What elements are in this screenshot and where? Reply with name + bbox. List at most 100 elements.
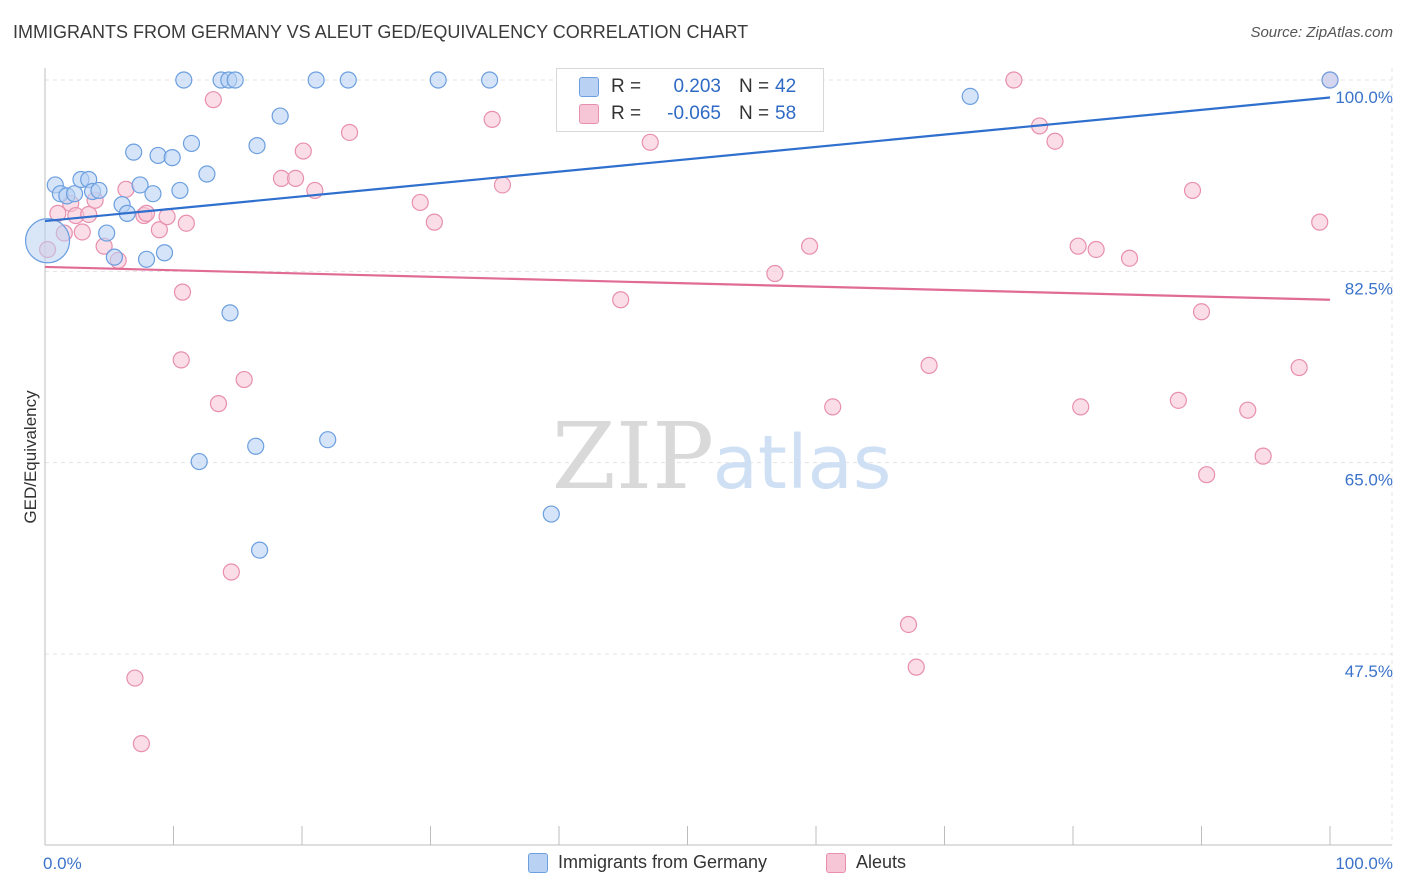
germany-point-27	[226, 71, 244, 89]
legend-row-germany: R = 0.203 N = 42	[579, 75, 796, 99]
watermark-zip: ZIP	[552, 403, 714, 510]
aleut-point-25	[286, 169, 305, 187]
germany-point-23	[190, 452, 208, 471]
germany-point-15	[137, 250, 156, 268]
trend-lines	[44, 96, 1331, 301]
germany-point-30	[247, 437, 265, 455]
r-label: R =	[611, 76, 642, 97]
aleut-point-18	[172, 351, 190, 369]
aleut-point-10	[117, 180, 135, 198]
y-axis-label: GED/Equivalency	[21, 390, 40, 524]
aleut-point-38	[824, 398, 842, 416]
aleut-point-5	[73, 223, 91, 241]
chart-title: IMMIGRANTS FROM GERMANY VS ALEUT GED/EQU…	[13, 22, 749, 42]
aleut-point-51	[1192, 303, 1211, 321]
y-tick-label-3: 47.5%	[1345, 662, 1393, 681]
bottom-legend-germany: Immigrants from Germany	[528, 852, 767, 873]
germany-point-28	[221, 304, 239, 322]
aleut-point-34	[641, 133, 659, 151]
bottom-legend-aleuts: Aleuts	[826, 852, 906, 873]
bottom-legend-swatch-pink	[826, 852, 846, 873]
n-label: N =	[739, 103, 770, 124]
aleut-point-30	[425, 213, 443, 231]
r-value-aleuts: -0.065	[667, 103, 721, 124]
germany-point-10	[105, 248, 123, 266]
germany-point-9	[98, 224, 116, 242]
aleut-point-31	[483, 110, 501, 128]
germany-point-38	[542, 505, 560, 523]
germany-point-37	[481, 71, 499, 89]
r-value-germany: 0.203	[673, 76, 721, 97]
aleut-point-13	[132, 735, 150, 753]
aleut-point-29	[411, 193, 429, 212]
tick-labels: 100.0% 82.5% 65.0% 47.5% 0.0% 100.0%	[43, 88, 1393, 873]
aleut-point-28	[340, 123, 359, 142]
r-label: R =	[611, 103, 642, 124]
n-label: N =	[739, 76, 770, 97]
germany-point-31	[250, 541, 269, 559]
germany-point-21	[175, 71, 193, 89]
germany-point-4	[65, 185, 84, 203]
legend-swatch-blue	[579, 77, 599, 97]
aleut-point-50	[1183, 181, 1202, 200]
y-tick-label-0: 100.0%	[1335, 88, 1393, 107]
germany-point-0	[24, 218, 71, 264]
aleut-point-6	[80, 205, 98, 224]
aleut-point-56	[1311, 213, 1329, 231]
germany-point-29	[248, 137, 266, 155]
aleut-point-39	[899, 615, 918, 634]
germany-trend-line	[44, 96, 1331, 223]
aleut-point-48	[1120, 249, 1139, 267]
aleut-point-42	[1005, 71, 1023, 89]
germany-point-18	[155, 244, 174, 262]
germany-point-22	[182, 134, 201, 153]
germany-point-16	[144, 185, 162, 203]
aleut-point-21	[209, 395, 228, 413]
germany-point-17	[149, 146, 167, 165]
n-value-germany: 42	[775, 76, 797, 97]
bottom-legend-swatch-blue	[528, 852, 548, 873]
aleut-point-16	[158, 208, 176, 226]
aleut-point-46	[1072, 398, 1090, 416]
legend-swatch-pink	[579, 104, 599, 124]
germany-point-36	[429, 71, 447, 89]
aleut-point-52	[1198, 466, 1216, 484]
chart-source: Source: ZipAtlas.com	[1250, 24, 1393, 41]
germany-point-8	[90, 181, 108, 200]
x-tick-label-0: 0.0%	[43, 854, 82, 873]
bottom-legend-label-germany: Immigrants from Germany	[558, 852, 768, 872]
stats-legend: R = 0.203 N = 42 R = -0.065 N = 58	[556, 68, 824, 132]
germany-point-40	[961, 87, 979, 106]
aleut-point-20	[204, 91, 222, 109]
watermark-atlas: atlas	[713, 420, 892, 506]
aleut-point-54	[1254, 447, 1272, 465]
aleut-trend-line	[44, 265, 1331, 301]
germany-point-19	[163, 149, 181, 167]
aleut-point-55	[1290, 358, 1308, 377]
aleut-point-44	[1046, 132, 1064, 150]
aleut-point-14	[137, 204, 156, 222]
aleut-point-45	[1069, 237, 1087, 255]
germany-point-14	[131, 176, 149, 194]
y-tick-label-1: 82.5%	[1345, 279, 1393, 298]
germany-point-32	[271, 107, 289, 125]
aleut-point-53	[1239, 401, 1257, 419]
aleut-point-17	[173, 283, 192, 301]
aleut-point-37	[800, 237, 819, 255]
aleut-point-40	[907, 658, 925, 676]
y-tick-label-2: 65.0%	[1345, 471, 1393, 490]
germany-point-20	[171, 181, 189, 200]
germany-point-13	[125, 143, 143, 161]
axes	[44, 68, 1392, 846]
aleut-point-19	[177, 214, 195, 232]
aleut-point-23	[235, 370, 253, 389]
aleut-point-41	[920, 356, 938, 374]
aleut-point-11	[126, 669, 144, 687]
n-value-aleuts: 58	[775, 103, 797, 124]
germany-point-34	[319, 431, 337, 449]
aleut-point-36	[766, 264, 784, 283]
germany-point-35	[339, 71, 357, 89]
bottom-legend-label-aleuts: Aleuts	[856, 852, 907, 872]
germany-point-24	[198, 165, 216, 183]
germany-point-41	[1321, 71, 1339, 89]
